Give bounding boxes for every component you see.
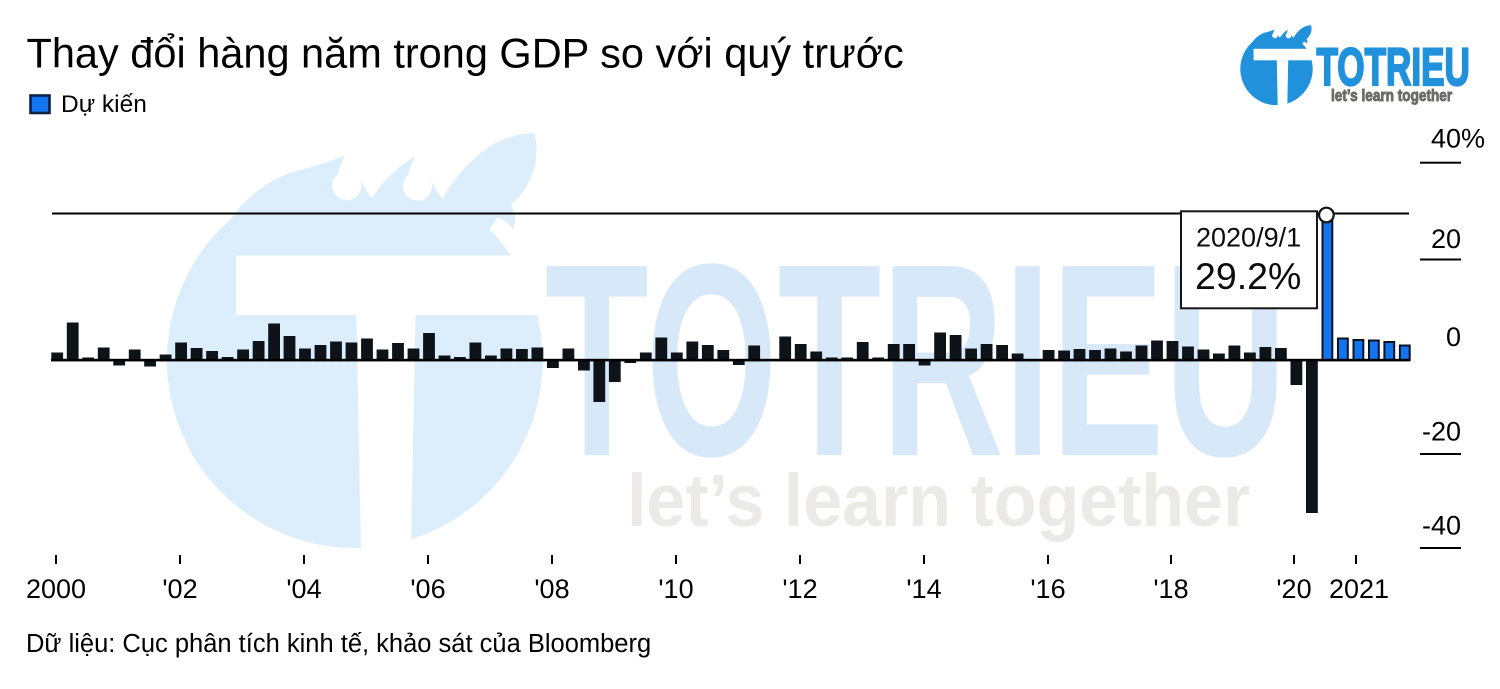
svg-text:'14: '14: [906, 574, 941, 604]
svg-text:2021: 2021: [1329, 574, 1389, 604]
svg-text:'12: '12: [782, 574, 817, 604]
svg-text:Thay đổi hàng năm trong GDP so: Thay đổi hàng năm trong GDP so với quý t…: [27, 29, 904, 76]
svg-text:Dự kiến: Dự kiến: [61, 91, 147, 118]
svg-text:-40: -40: [1422, 511, 1461, 541]
svg-text:%: %: [1461, 124, 1485, 154]
svg-text:-20: -20: [1422, 417, 1461, 447]
svg-text:let’s learn together: let’s learn together: [627, 460, 1250, 542]
svg-text:29.2%: 29.2%: [1195, 255, 1301, 297]
svg-text:'06: '06: [410, 574, 445, 604]
svg-text:'16: '16: [1030, 574, 1065, 604]
svg-text:'08: '08: [534, 574, 569, 604]
svg-text:'18: '18: [1153, 574, 1188, 604]
svg-text:Dữ liệu: Cục phân tích kinh tế: Dữ liệu: Cục phân tích kinh tế, khảo sát…: [26, 630, 651, 658]
svg-text:TOTRIEU: TOTRIEU: [1317, 37, 1470, 97]
svg-text:'10: '10: [658, 574, 693, 604]
svg-text:2000: 2000: [26, 574, 86, 604]
svg-text:'04: '04: [286, 574, 321, 604]
svg-text:'02: '02: [162, 574, 197, 604]
svg-text:20: 20: [1431, 224, 1461, 254]
svg-text:0: 0: [1446, 322, 1461, 352]
svg-text:40: 40: [1431, 124, 1461, 154]
svg-text:'20: '20: [1276, 574, 1311, 604]
svg-text:let’s learn together: let’s learn together: [1331, 87, 1452, 106]
svg-text:2020/9/1: 2020/9/1: [1196, 223, 1301, 253]
